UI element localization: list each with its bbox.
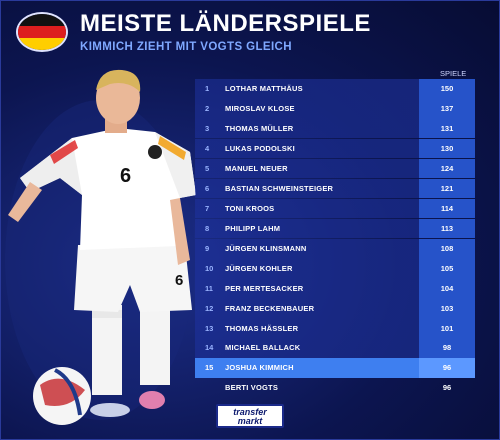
rank-cell: 9: [205, 243, 210, 253]
rank-cell: 6: [205, 183, 210, 193]
games-cell: 121: [419, 178, 475, 199]
rank-cell: 10: [205, 263, 214, 273]
rank-cell: 13: [205, 323, 214, 333]
player-photo: 6 6: [5, 69, 196, 425]
table-row: 9 JÜRGEN KLINSMANN 108: [195, 238, 475, 259]
rank-cell: 14: [205, 343, 214, 353]
table-row: 10 JÜRGEN KOHLER 105: [195, 258, 475, 279]
player-name-cell: JOSHUA KIMMICH: [225, 363, 294, 373]
player-name-cell: FRANZ BECKENBAUER: [225, 303, 315, 313]
table-row: 14 MICHAEL BALLACK 98: [195, 338, 475, 358]
games-cell: 96: [442, 383, 452, 393]
games-cell: 113: [419, 218, 475, 239]
player-name-cell: MANUEL NEUER: [225, 164, 288, 174]
player-name-cell: BERTI VOGTS: [225, 383, 279, 393]
ranking-table: 1 LOTHAR MATTHÄUS 150 2 MIROSLAV KLOSE 137 3…: [195, 79, 475, 398]
player-name-cell: JÜRGEN KLINSMANN: [225, 243, 307, 253]
rank-cell: 1: [205, 84, 210, 94]
games-cell: 98: [419, 338, 475, 358]
table-row: 6 BASTIAN SCHWEINSTEIGER 121: [195, 178, 475, 199]
table-row: 4 LUKAS PODOLSKI 130: [195, 138, 475, 159]
games-cell: 124: [419, 158, 475, 179]
player-name-cell: MICHAEL BALLACK: [225, 343, 301, 353]
logo-line1: transfer: [233, 407, 267, 417]
games-cell: 101: [419, 318, 475, 338]
games-cell: 105: [419, 258, 475, 279]
rank-cell: 3: [205, 124, 210, 134]
shorts-number: 6: [175, 272, 183, 289]
games-cell: 103: [419, 298, 475, 318]
games-cell: 150: [419, 79, 475, 99]
table-row: 1 LOTHAR MATTHÄUS 150: [195, 79, 475, 99]
rank-cell: 4: [205, 144, 210, 154]
table-row: 12 FRANZ BECKENBAUER 103: [195, 298, 475, 318]
table-row: 2 MIROSLAV KLOSE 137: [195, 98, 475, 119]
table-row: 8 PHILIPP LAHM 113: [195, 218, 475, 239]
table-row: 11 PER MERTESACKER 104: [195, 278, 475, 298]
games-cell: 130: [419, 138, 475, 159]
germany-flag-icon: [16, 12, 68, 52]
games-cell: 104: [419, 278, 475, 298]
page-title: MEISTE LÄNDERSPIELE: [80, 10, 371, 37]
table-row: 5 MANUEL NEUER 124: [195, 158, 475, 179]
player-name-cell: TONI KROOS: [225, 203, 275, 213]
rank-cell: 8: [205, 223, 210, 233]
transfermarkt-logo: transfer markt: [216, 404, 284, 428]
table-row: 3 THOMAS MÜLLER 131: [195, 118, 475, 139]
shirt-number: 6: [120, 165, 131, 187]
player-name-cell: THOMAS HÄSSLER: [225, 323, 299, 333]
player-name-cell: LOTHAR MATTHÄUS: [225, 84, 303, 94]
player-name-cell: PER MERTESACKER: [225, 283, 304, 293]
table-row: 7 TONI KROOS 114: [195, 198, 475, 219]
player-name-cell: JÜRGEN KOHLER: [225, 263, 293, 273]
table-row-highlighted: 15 JOSHUA KIMMICH 96: [195, 358, 475, 378]
rank-cell: 11: [205, 283, 213, 293]
games-column-header: SPIELE: [440, 69, 467, 78]
logo-line2: markt: [237, 416, 263, 426]
player-name-cell: LUKAS PODOLSKI: [225, 144, 295, 154]
games-cell: 108: [419, 238, 475, 259]
player-name-cell: MIROSLAV KLOSE: [225, 104, 295, 114]
games-cell: 96: [419, 358, 475, 378]
page-subtitle: KIMMICH ZIEHT MIT VOGTS GLEICH: [80, 41, 292, 53]
rank-cell: 7: [205, 203, 210, 213]
games-cell: 114: [419, 198, 475, 219]
games-cell: 137: [419, 98, 475, 119]
rank-cell: 2: [205, 104, 210, 114]
rank-cell: 12: [205, 303, 214, 313]
player-name-cell: PHILIPP LAHM: [225, 223, 281, 233]
player-name-cell: THOMAS MÜLLER: [225, 124, 294, 134]
player-name-cell: BASTIAN SCHWEINSTEIGER: [225, 183, 334, 193]
table-row: 13 THOMAS HÄSSLER 101: [195, 318, 475, 338]
table-row: BERTI VOGTS 96: [195, 378, 475, 398]
rank-cell: 15: [205, 363, 214, 373]
rank-cell: 5: [205, 164, 210, 174]
games-cell: 131: [419, 118, 475, 139]
